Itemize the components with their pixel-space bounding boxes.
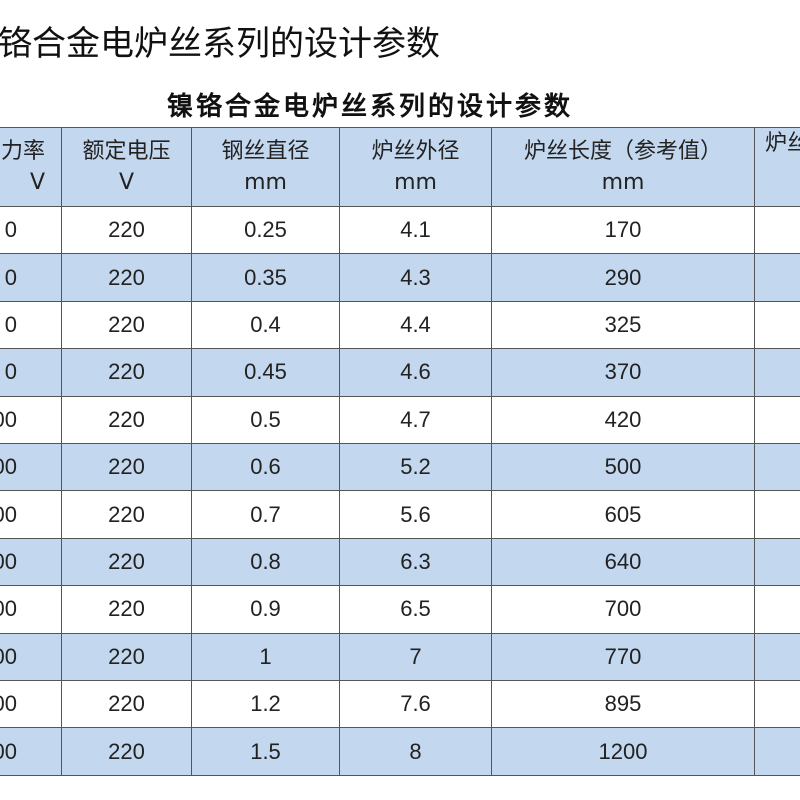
table-cell: 5.2 [340, 444, 492, 492]
table-cell: 1 [192, 633, 340, 681]
table-cell: 6.3 [340, 538, 492, 587]
table-cell: 00 [0, 538, 62, 587]
table-cell: 00 [0, 444, 62, 492]
table-cell: 0.4 [192, 301, 340, 350]
table-cell: 220 [62, 396, 192, 444]
header-text: mm [394, 170, 437, 195]
table-cell: 0 [0, 349, 62, 397]
table-cell: 325 [492, 301, 755, 350]
table-cell: 700 [492, 586, 755, 634]
table-cell: 00 [0, 586, 62, 634]
table-cell [755, 254, 800, 302]
header-cell: 炉丝外径 mm [340, 127, 492, 207]
table-cell: 220 [62, 444, 192, 492]
header-cell: 炉丝长度（参考值） mm [492, 127, 755, 207]
table-cell [755, 444, 800, 492]
table-cell: 0 [0, 207, 62, 255]
header-text: V [29, 170, 45, 195]
table-title: 镍铬合金电炉丝系列的设计参数 [166, 92, 573, 122]
header-text: mm [601, 170, 645, 195]
header-cell: 钢丝直径 mm [192, 127, 340, 207]
table-cell: 0.7 [192, 491, 340, 539]
table-cell: 420 [492, 396, 755, 444]
header-text: V [118, 170, 135, 195]
table-cell: 220 [62, 349, 192, 397]
table-cell: 8 [340, 728, 492, 776]
page-title: 铬合金电炉丝系列的设计参数 [0, 24, 440, 64]
table-cell: 0.6 [192, 444, 340, 492]
table-cell: 770 [492, 633, 755, 681]
table-cell: 7.6 [340, 681, 492, 729]
header-text: 力率 [0, 139, 45, 164]
header-text: 炉丝长度（参考值） [523, 139, 722, 164]
table-cell [755, 207, 800, 255]
table-cell: 220 [62, 586, 192, 634]
table-cell: 640 [492, 538, 755, 587]
table-cell: 0.35 [192, 254, 340, 302]
table-cell: 4.6 [340, 349, 492, 397]
header-text: 炉丝外径 [371, 139, 460, 164]
table-cell: 220 [62, 254, 192, 302]
table-cell: 220 [62, 633, 192, 681]
table-cell: 00 [0, 491, 62, 539]
table-cell: 1.5 [192, 728, 340, 776]
table-cell: 00 [0, 633, 62, 681]
table-cell: 170 [492, 207, 755, 255]
table-cell: 6.5 [340, 586, 492, 634]
table-cell: 290 [492, 254, 755, 302]
table-cell [755, 538, 800, 587]
table-cell: 220 [62, 207, 192, 255]
table-cell [755, 491, 800, 539]
header-text: 额定电压 [82, 139, 171, 164]
table-cell [755, 302, 800, 350]
table-cell: 00 [0, 681, 62, 729]
table-cell [755, 586, 800, 634]
header-text: mm [244, 170, 287, 195]
table-cell [755, 397, 800, 444]
table-cell: 4.3 [340, 254, 492, 302]
table-cell: 0.5 [192, 396, 340, 444]
header-text: 钢丝直径 [221, 139, 310, 164]
header-cell: 力率 V [0, 127, 62, 207]
table-cell: 5.6 [340, 491, 492, 539]
header-text: 炉丝 [765, 131, 800, 156]
table-cell [755, 681, 800, 729]
table-cell: 00 [0, 728, 62, 776]
table-cell: 500 [492, 444, 755, 492]
table-cell: 4.4 [340, 301, 492, 350]
table-cell [755, 633, 800, 681]
table-cell: 1200 [492, 728, 755, 776]
table-cell: 00 [0, 396, 62, 444]
table-cell: 220 [62, 728, 192, 776]
table-cell: 0 [0, 254, 62, 302]
table-cell [755, 728, 800, 776]
table-cell: 0.25 [192, 207, 340, 255]
header-cell: 额定电压 V [62, 127, 192, 207]
table-cell: 0 [0, 301, 62, 350]
table-cell: 220 [62, 681, 192, 729]
table-cell: 220 [62, 301, 192, 350]
table-cell: 0.8 [192, 538, 340, 587]
table-cell: 605 [492, 491, 755, 539]
table-cell: 7 [340, 633, 492, 681]
table-cell: 0.45 [192, 349, 340, 397]
table-cell: 1.2 [192, 681, 340, 729]
table-cell: 220 [62, 491, 192, 539]
table-cell [755, 349, 800, 397]
table-cell: 220 [62, 538, 192, 587]
table-cell: 4.7 [340, 396, 492, 444]
table-cell: 4.1 [340, 207, 492, 255]
table-cell: 895 [492, 681, 755, 729]
table-cell: 0.9 [192, 586, 340, 634]
table-cell: 370 [492, 349, 755, 397]
header-cell: 炉丝 [755, 127, 800, 207]
